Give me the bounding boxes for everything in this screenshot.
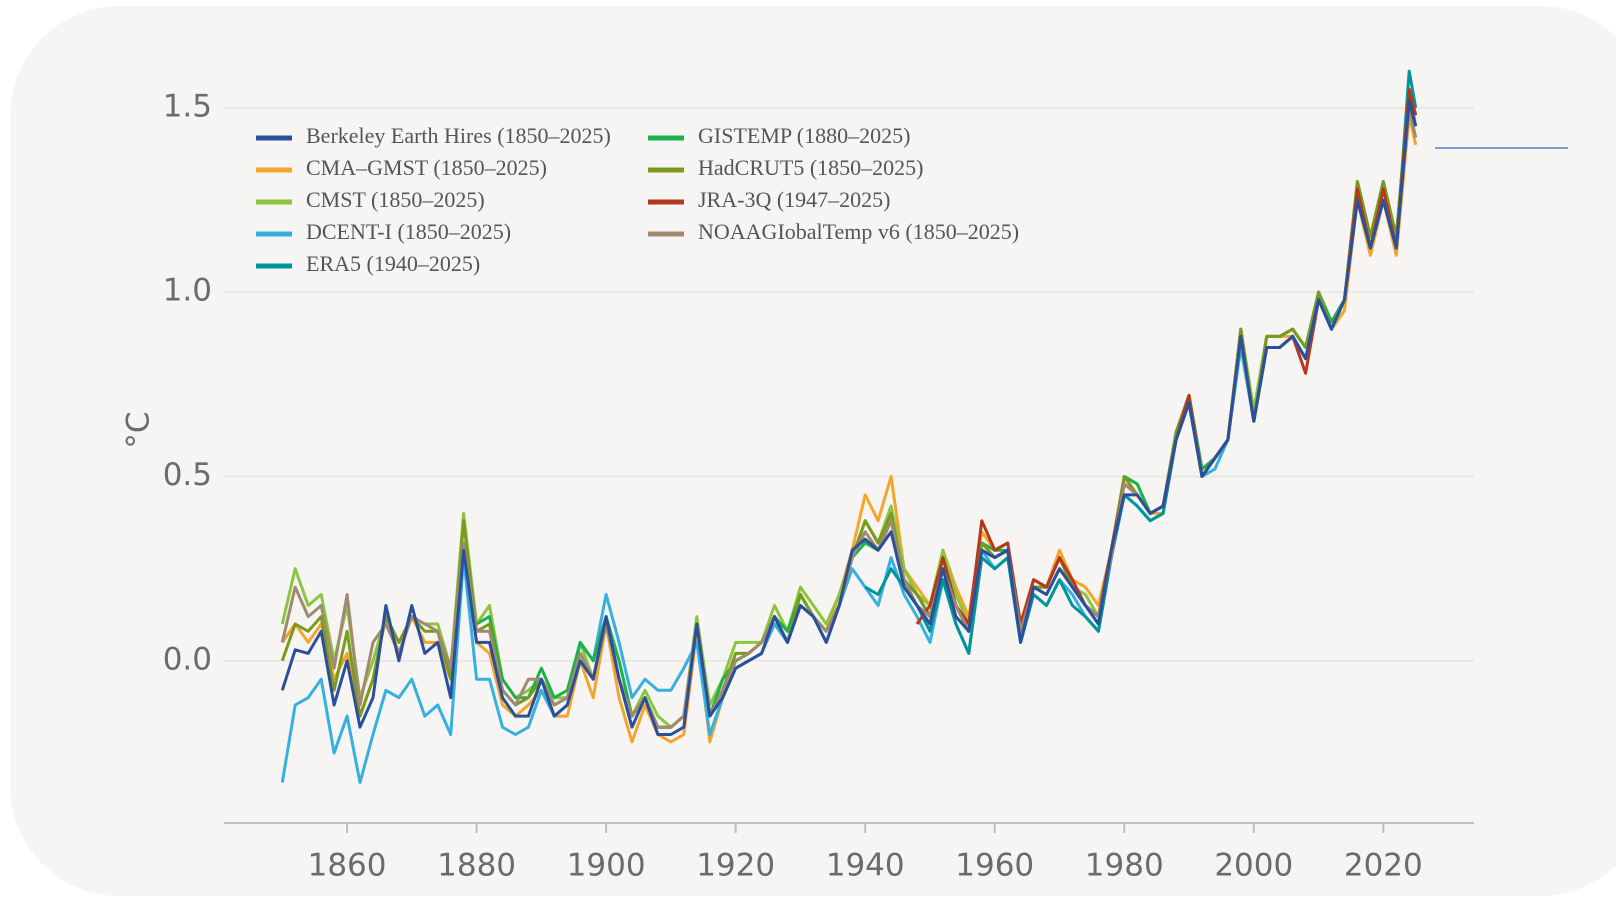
legend-label: ERA5 (1940–2025) bbox=[306, 251, 480, 276]
y-tick-label: 1.5 bbox=[163, 88, 212, 124]
x-tick-label: 1880 bbox=[437, 848, 516, 884]
x-tick-label: 1960 bbox=[955, 848, 1034, 884]
legend-label: GISTEMP (1880–2025) bbox=[698, 123, 910, 148]
legend-label: NOAAGIobalTemp v6 (1850–2025) bbox=[698, 219, 1019, 244]
y-tick-label: 1.0 bbox=[163, 273, 212, 309]
y-tick-label: 0.5 bbox=[163, 457, 212, 493]
x-tick-label: 2000 bbox=[1214, 848, 1293, 884]
legend-label: CMST (1850–2025) bbox=[306, 187, 485, 212]
legend-label: JRA-3Q (1947–2025) bbox=[698, 187, 891, 212]
legend-label: DCENT-I (1850–2025) bbox=[306, 219, 511, 244]
series-line bbox=[280, 99, 1418, 736]
x-tick-label: 1860 bbox=[308, 848, 387, 884]
x-tick-label: 1980 bbox=[1085, 848, 1164, 884]
legend-label: Berkeley Earth Hires (1850–2025) bbox=[306, 123, 611, 148]
panel bbox=[10, 6, 1616, 896]
legend-label: HadCRUT5 (1850–2025) bbox=[698, 155, 923, 180]
x-tick-label: 2020 bbox=[1344, 848, 1423, 884]
y-tick-label: 0.0 bbox=[163, 641, 212, 677]
y-axis-label: °C bbox=[121, 411, 157, 448]
x-tick-label: 1900 bbox=[567, 848, 646, 884]
x-tick-label: 1940 bbox=[826, 848, 905, 884]
legend-label: CMA–GMST (1850–2025) bbox=[306, 155, 547, 180]
x-tick-label: 1920 bbox=[696, 848, 775, 884]
